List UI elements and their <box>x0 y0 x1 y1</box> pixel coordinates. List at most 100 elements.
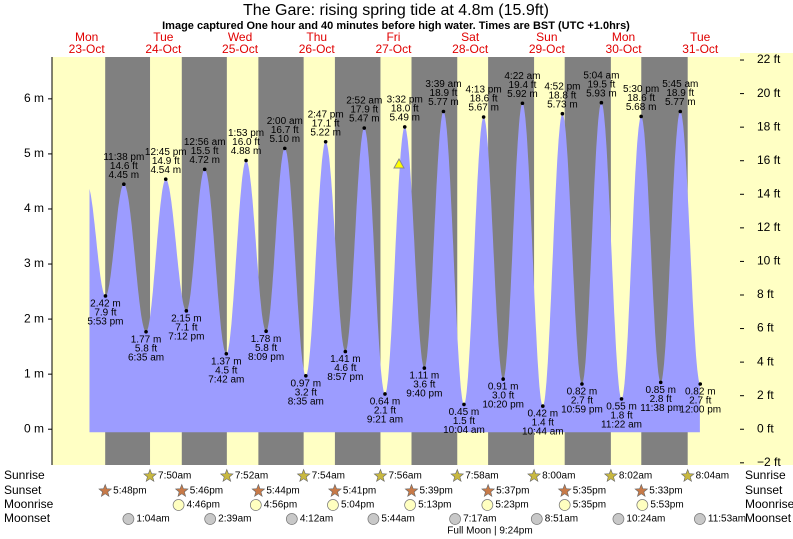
tide-label: 9:21 am <box>367 415 403 426</box>
tide-label: 5.92 m <box>507 89 538 100</box>
event-icon <box>404 499 416 511</box>
tide-label: 2.42 m <box>90 299 121 310</box>
tide-point <box>383 392 387 396</box>
tide-label: 0.85 m <box>645 385 676 396</box>
tide-point <box>501 377 505 381</box>
event-time: 10:24am <box>626 514 665 525</box>
event-icon <box>603 468 618 482</box>
event-time: 5:46pm <box>190 486 223 497</box>
event-icon <box>285 513 298 525</box>
event-icon <box>373 468 388 482</box>
date-label: 24-Oct <box>145 42 182 56</box>
tide-label: 5.67 m <box>468 103 499 114</box>
date-label: 23-Oct <box>69 42 106 56</box>
tide-point <box>264 329 268 334</box>
event-time: 5:23pm <box>495 500 528 511</box>
y2-tick-label: 14 ft <box>757 186 781 200</box>
event-icon <box>612 513 625 525</box>
tide-label: 0.91 m <box>488 382 519 393</box>
event-time: 5:13pm <box>418 500 451 511</box>
tide-label: 6:35 am <box>128 352 164 363</box>
tide-label: 4.54 m <box>150 165 181 176</box>
event-time: 1:04am <box>136 514 169 525</box>
y2-tick-label: 12 ft <box>757 220 781 234</box>
tide-label: 4.72 m <box>189 155 220 166</box>
row-label: Sunset <box>745 483 783 497</box>
tide-label: 7:42 am <box>208 374 244 385</box>
date-label: 30-Oct <box>606 42 643 56</box>
tide-label: 0.82 m <box>685 387 716 398</box>
row-label: Moonset <box>4 511 51 525</box>
tide-label: 5:45 am <box>662 79 698 90</box>
y-tick-label: 0 m <box>24 421 44 435</box>
event-time: 8:04am <box>696 471 729 482</box>
tide-point <box>560 111 565 116</box>
y2-tick-label: 0 ft <box>757 421 774 435</box>
tide-label: 14.9 ft <box>152 156 180 167</box>
row-label: Moonrise <box>4 497 54 511</box>
tide-label: 5.77 m <box>665 97 696 108</box>
y2-tick-label: 4 ft <box>757 354 774 368</box>
tide-label: 0.42 m <box>528 409 559 420</box>
tide-label: 2.7 ft <box>689 396 711 407</box>
full-moon-label: Full Moon | 9:24pm <box>447 526 532 537</box>
event-time: 8:51am <box>545 514 578 525</box>
tide-label: 7.9 ft <box>94 308 116 319</box>
tide-point <box>402 125 407 129</box>
event-time: 5:35pm <box>573 486 606 497</box>
y2-tick-label: 8 ft <box>757 287 774 301</box>
tide-label: 11:38 pm <box>640 403 681 414</box>
water-area <box>89 102 700 433</box>
tide-point <box>462 402 466 407</box>
tide-point <box>580 382 584 386</box>
tide-label: 1.37 m <box>211 356 242 367</box>
event-icon <box>296 468 311 482</box>
y-tick-label: 1 m <box>24 366 44 380</box>
event-icon <box>404 483 419 497</box>
tide-point <box>619 397 624 401</box>
date-label: 28-Oct <box>452 42 489 56</box>
tide-point <box>163 177 168 182</box>
tide-label: 5:30 pm <box>623 84 659 95</box>
tide-label: 19.4 ft <box>509 80 537 91</box>
event-time: 7:58am <box>465 471 498 482</box>
weekday-label: Thu <box>306 30 327 44</box>
tide-label: 5:04 am <box>583 70 619 81</box>
tide-label: 5.22 m <box>310 127 341 138</box>
weekday-label: Mon <box>612 30 635 44</box>
weekday-label: Mon <box>75 30 98 44</box>
tide-point <box>184 309 189 313</box>
tide-label: 16.7 ft <box>271 125 299 136</box>
event-time: 5:33pm <box>649 486 682 497</box>
tide-point <box>244 158 248 163</box>
event-icon <box>249 499 262 511</box>
event-time: 4:12am <box>300 514 333 525</box>
weekday-label: Tue <box>153 30 174 44</box>
y-tick-label: 4 m <box>24 201 44 215</box>
event-icon <box>98 483 113 497</box>
tide-point <box>658 380 663 385</box>
tide-label: 3.0 ft <box>492 391 514 402</box>
tide-label: 4.6 ft <box>334 363 356 374</box>
tide-label: 4.5 ft <box>215 365 237 376</box>
weekday-label: Sun <box>536 30 557 44</box>
tide-label: 2.7 ft <box>571 396 593 407</box>
event-icon <box>557 483 572 497</box>
event-icon <box>143 468 157 482</box>
tide-label: 10:20 pm <box>482 400 524 411</box>
event-icon <box>449 513 461 525</box>
tide-label: 5.68 m <box>626 102 657 113</box>
chart-title: The Gare: rising spring tide at 4.8m (15… <box>243 2 549 19</box>
tide-label: 10:59 pm <box>561 405 603 416</box>
tide-label: 3:32 pm <box>387 95 423 106</box>
tide-label: 8:57 pm <box>327 372 363 383</box>
tide-point <box>520 101 525 106</box>
tide-point <box>343 349 348 354</box>
right-margin <box>740 53 793 465</box>
y-tick-label: 5 m <box>24 146 44 160</box>
tide-point <box>599 100 604 105</box>
event-time: 5:48pm <box>113 486 146 497</box>
y-tick-label: 2 m <box>24 311 44 325</box>
tide-label: 1.77 m <box>131 334 162 345</box>
tide-point <box>441 109 446 114</box>
